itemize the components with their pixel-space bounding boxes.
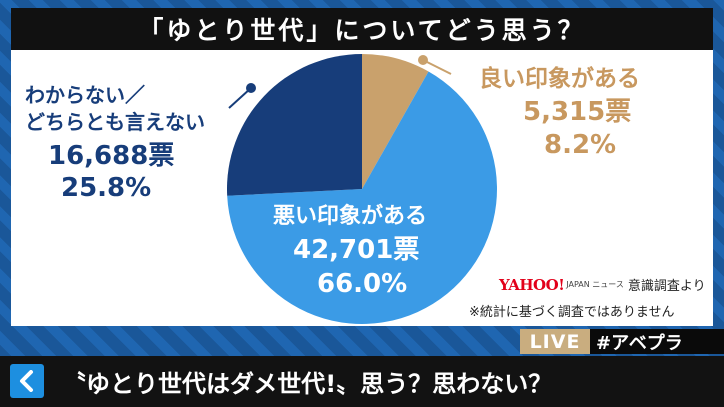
slice-label-unsure-line1: わからない／ [25, 83, 145, 107]
leader-line-good [422, 59, 452, 75]
yahoo-logo-sub: JAPAN ニュース [566, 280, 624, 289]
slice-percent-bad: 66.0% [317, 269, 408, 299]
slice-percent-unsure: 25.8% [61, 173, 152, 203]
slice-votes-unsure: 16,688票 [48, 141, 175, 171]
slice-votes-good: 5,315票 [523, 97, 632, 127]
pie-slice-bad [227, 71, 497, 324]
pie-chart [227, 54, 497, 324]
live-badge: LIVE [520, 329, 590, 354]
hashtag-badge: #アベプラ [590, 329, 724, 354]
chart-title: 「ゆとり世代」についてどう思う？ [11, 8, 713, 50]
caption-bar: 〝ゆとり世代はダメ世代!〟思う？思わない？ [0, 356, 724, 407]
leader-dot-unsure [246, 83, 256, 93]
pie-slice-unsure [227, 54, 362, 196]
source-text: 意識調査より [627, 279, 706, 294]
disclaimer-note: ※統計に基づく調査ではありません [469, 305, 675, 320]
yahoo-logo: YAHOO! [499, 275, 565, 294]
slice-label-bad: 悪い印象がある [273, 204, 428, 229]
back-button[interactable] [10, 364, 44, 398]
pie-slice-good [362, 54, 429, 189]
slice-label-unsure-line2: どちらとも言えない [25, 110, 205, 134]
chevron-left-icon [20, 370, 33, 392]
caption-text: 〝ゆとり世代はダメ世代!〟思う？思わない？ [62, 370, 553, 398]
chart-board: 「ゆとり世代」についてどう思う？ 良い印象がある 5,315票 8.2% わから… [11, 8, 713, 326]
slice-votes-bad: 42,701票 [293, 235, 420, 265]
source-credit: YAHOO! JAPAN ニュース 意識調査より [499, 275, 706, 295]
slice-label-good: 良い印象がある [479, 66, 640, 92]
leader-dot-good [418, 55, 428, 65]
slice-percent-good: 8.2% [544, 130, 617, 160]
